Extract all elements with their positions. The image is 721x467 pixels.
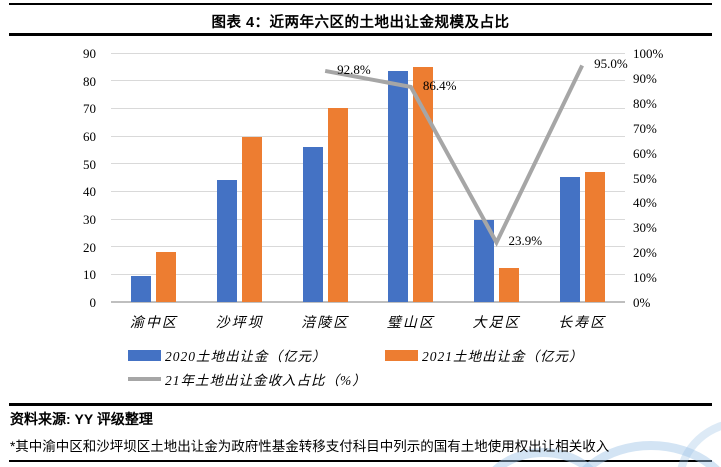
- legend-item: 2020土地出让金（亿元）: [128, 345, 385, 365]
- gridline: [111, 190, 625, 192]
- legend-label: 2020土地出让金（亿元）: [165, 349, 327, 364]
- right-axis-tick: 60%: [633, 145, 657, 161]
- bar-长寿区-2021土地出让金（亿元）: [584, 171, 605, 302]
- right-axis-tick: 20%: [633, 245, 657, 261]
- legend-item: 2021土地出让金（亿元）: [385, 345, 584, 365]
- legend-swatch: [385, 349, 418, 361]
- left-axis-tick: 10: [83, 267, 96, 283]
- figure-title: 图表 4：近两年六区的土地出让金规模及占比: [211, 15, 510, 31]
- bar-璧山区-2021土地出让金（亿元）: [413, 67, 434, 302]
- footer-top-rule: [9, 403, 712, 406]
- legend-item: 21年土地出让金收入占比（%）: [128, 369, 367, 389]
- top-rule: [9, 3, 712, 5]
- percentage-line: [324, 64, 584, 247]
- bar-大足区-2020土地出让金（亿元）: [474, 219, 494, 302]
- right-axis-tick: 50%: [633, 170, 657, 186]
- gridline: [111, 135, 625, 137]
- line-point-label: 86.4%: [422, 77, 457, 93]
- bottom-rule: [9, 460, 712, 462]
- left-axis-tick: 50: [83, 156, 96, 172]
- right-axis-tick: 80%: [633, 95, 657, 111]
- right-axis-tick: 100%: [633, 46, 664, 61]
- x-axis-label-长寿区: 长寿区: [558, 316, 607, 331]
- left-axis-tick: 30: [83, 212, 96, 227]
- bar-涪陵区-2020土地出让金（亿元）: [302, 147, 323, 302]
- legend-line-swatch: [128, 377, 161, 381]
- bar-长寿区-2020土地出让金（亿元）: [559, 176, 580, 302]
- right-axis-tick: 40%: [633, 195, 657, 211]
- right-axis-tick: 0%: [633, 295, 651, 310]
- legend-swatch: [128, 349, 161, 361]
- right-axis-tick: 70%: [633, 120, 657, 136]
- gridline: [111, 163, 625, 165]
- line-point-label: 23.9%: [508, 233, 543, 249]
- bar-涪陵区-2021土地出让金（亿元）: [327, 107, 348, 302]
- bar-沙坪坝-2021土地出让金（亿元）: [242, 137, 262, 302]
- gridline: [111, 246, 625, 248]
- line-point-label: 92.8%: [337, 61, 371, 77]
- left-axis-tick: 60: [83, 129, 96, 144]
- title-underline-rule: [9, 33, 712, 36]
- gridline: [111, 52, 625, 54]
- gridline: [111, 107, 625, 109]
- x-axis-label-大足区: 大足区: [472, 316, 521, 331]
- gridline: [111, 218, 625, 220]
- legend-row-1: 2020土地出让金（亿元） 2021土地出让金（亿元）: [128, 345, 584, 365]
- x-axis-label-涪陵区: 涪陵区: [301, 316, 350, 331]
- left-axis-tick: 20: [83, 239, 96, 255]
- gridline: [111, 273, 625, 275]
- left-axis-tick: 70: [83, 101, 96, 117]
- x-axis-label-渝中区: 渝中区: [129, 316, 178, 331]
- left-axis-tick: 40: [83, 184, 96, 200]
- bar-沙坪坝-2020土地出让金（亿元）: [217, 179, 237, 302]
- right-axis-tick: 30%: [633, 220, 657, 236]
- x-axis-label-沙坪坝: 沙坪坝: [215, 316, 264, 331]
- combo-chart: 90 80 70 60 50 40 30 20 10 0 92.8% 86.4% 23.9% 95.0%…: [0, 40, 721, 400]
- x-axis-label-璧山区: 璧山区: [386, 316, 435, 331]
- x-axis-line: [111, 301, 625, 303]
- legend-label: 2021土地出让金（亿元）: [422, 349, 584, 364]
- right-axis-tick: 90%: [633, 70, 657, 86]
- x-axis-labels: 渝中区 沙坪坝 涪陵区 璧山区 大足区 长寿区: [111, 312, 625, 332]
- bar-渝中区-2021土地出让金（亿元）: [156, 251, 177, 302]
- bar-大足区-2021土地出让金（亿元）: [499, 268, 519, 302]
- legend-label: 21年土地出让金收入占比（%）: [165, 373, 367, 388]
- bar-璧山区-2020土地出让金（亿元）: [388, 70, 409, 302]
- left-axis-tick: 80: [83, 73, 96, 89]
- right-axis-tick: 10%: [633, 270, 657, 286]
- right-axis-tick-labels: 100% 90% 80% 70% 60% 50% 40% 30% 20% 10% 0%: [633, 47, 703, 309]
- left-axis-tick-labels: 90 80 70 60 50 40 30 20 10 0: [52, 47, 96, 309]
- bar-渝中区-2020土地出让金（亿元）: [131, 276, 152, 302]
- footnote: *其中渝中区和沙坪坝区土地出让金为政府性基金转移支付科目中列示的国有土地使用权出…: [10, 439, 610, 454]
- plot-area: 92.8% 86.4% 23.9% 95.0%: [111, 52, 628, 303]
- source-line: 资料来源: YY 评级整理: [10, 411, 153, 427]
- line-point-label: 95.0%: [594, 56, 628, 72]
- left-axis-tick: 0: [89, 295, 97, 310]
- legend-row-2: 21年土地出让金收入占比（%）: [128, 369, 367, 389]
- left-axis-tick: 90: [83, 46, 96, 61]
- line-series: [324, 64, 584, 247]
